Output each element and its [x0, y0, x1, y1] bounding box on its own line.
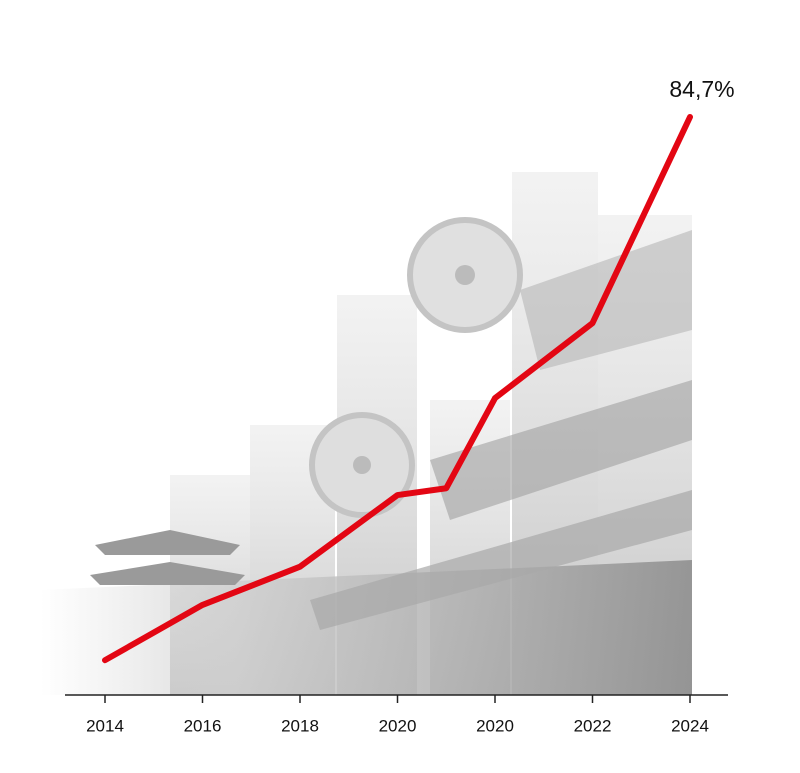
x-tick-label: 2020	[476, 716, 514, 735]
background-illustration	[40, 172, 692, 695]
x-tick-label: 2022	[574, 716, 612, 735]
x-tick-label: 2018	[281, 716, 319, 735]
value-label: 84,7%	[669, 76, 734, 102]
x-tick-label: 2024	[671, 716, 709, 735]
decor-reel-hub	[353, 456, 371, 474]
decor-film	[430, 380, 692, 520]
decor-ground	[40, 560, 692, 695]
decor-roof	[310, 490, 692, 630]
decor-pavilion	[90, 530, 245, 585]
x-tick-label: 2016	[184, 716, 222, 735]
decor-reel-hub	[455, 265, 475, 285]
x-tick-label: 2020	[379, 716, 417, 735]
x-tick-label: 2014	[86, 716, 124, 735]
line	[102, 114, 693, 664]
